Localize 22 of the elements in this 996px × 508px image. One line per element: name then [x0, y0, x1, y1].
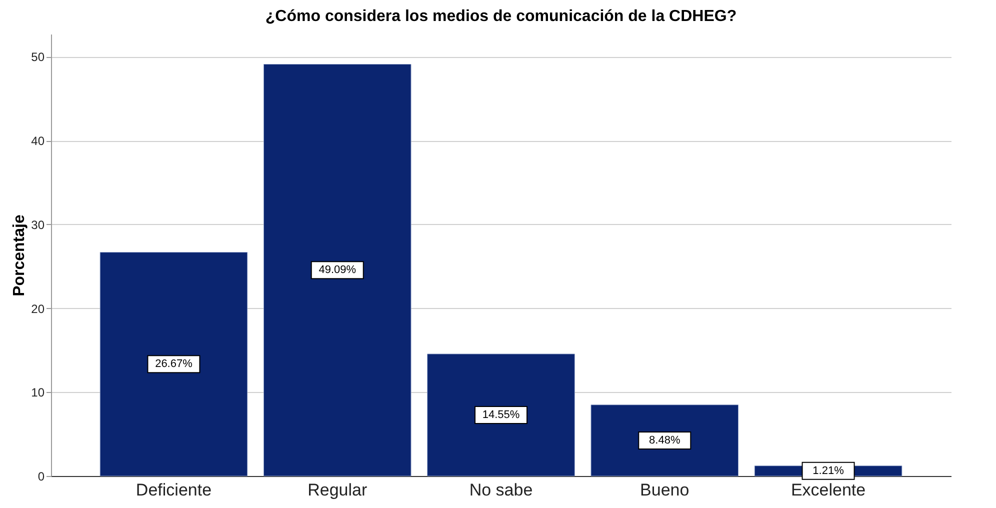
bar — [590, 404, 739, 476]
data-label: 49.09% — [318, 264, 356, 276]
x-tick-label: Regular — [308, 480, 368, 500]
data-label: 1.21% — [812, 464, 844, 477]
x-tick-label: No sabe — [469, 480, 533, 500]
bar — [100, 252, 248, 476]
bar — [427, 354, 575, 476]
data-label: 14.55% — [482, 408, 520, 421]
y-tick-label: 50 — [31, 50, 45, 64]
y-tick-label: 40 — [31, 134, 45, 148]
y-tick-label: 30 — [31, 218, 45, 232]
x-tick-label: Bueno — [640, 480, 690, 500]
bar — [263, 64, 412, 476]
x-tick-label: Deficiente — [136, 480, 212, 500]
y-tick-label: 20 — [31, 302, 45, 316]
chart-title: ¿Cómo considera los medios de comunicación de la CDHEG? — [265, 8, 737, 25]
data-label: 8.48% — [649, 434, 680, 446]
y-tick-label: 10 — [31, 386, 45, 400]
y-axis-title: Porcentaje — [11, 214, 28, 296]
data-label: 26.67% — [155, 358, 193, 370]
y-tick-label: 0 — [38, 470, 45, 484]
x-tick-label: Excelente — [790, 480, 866, 500]
